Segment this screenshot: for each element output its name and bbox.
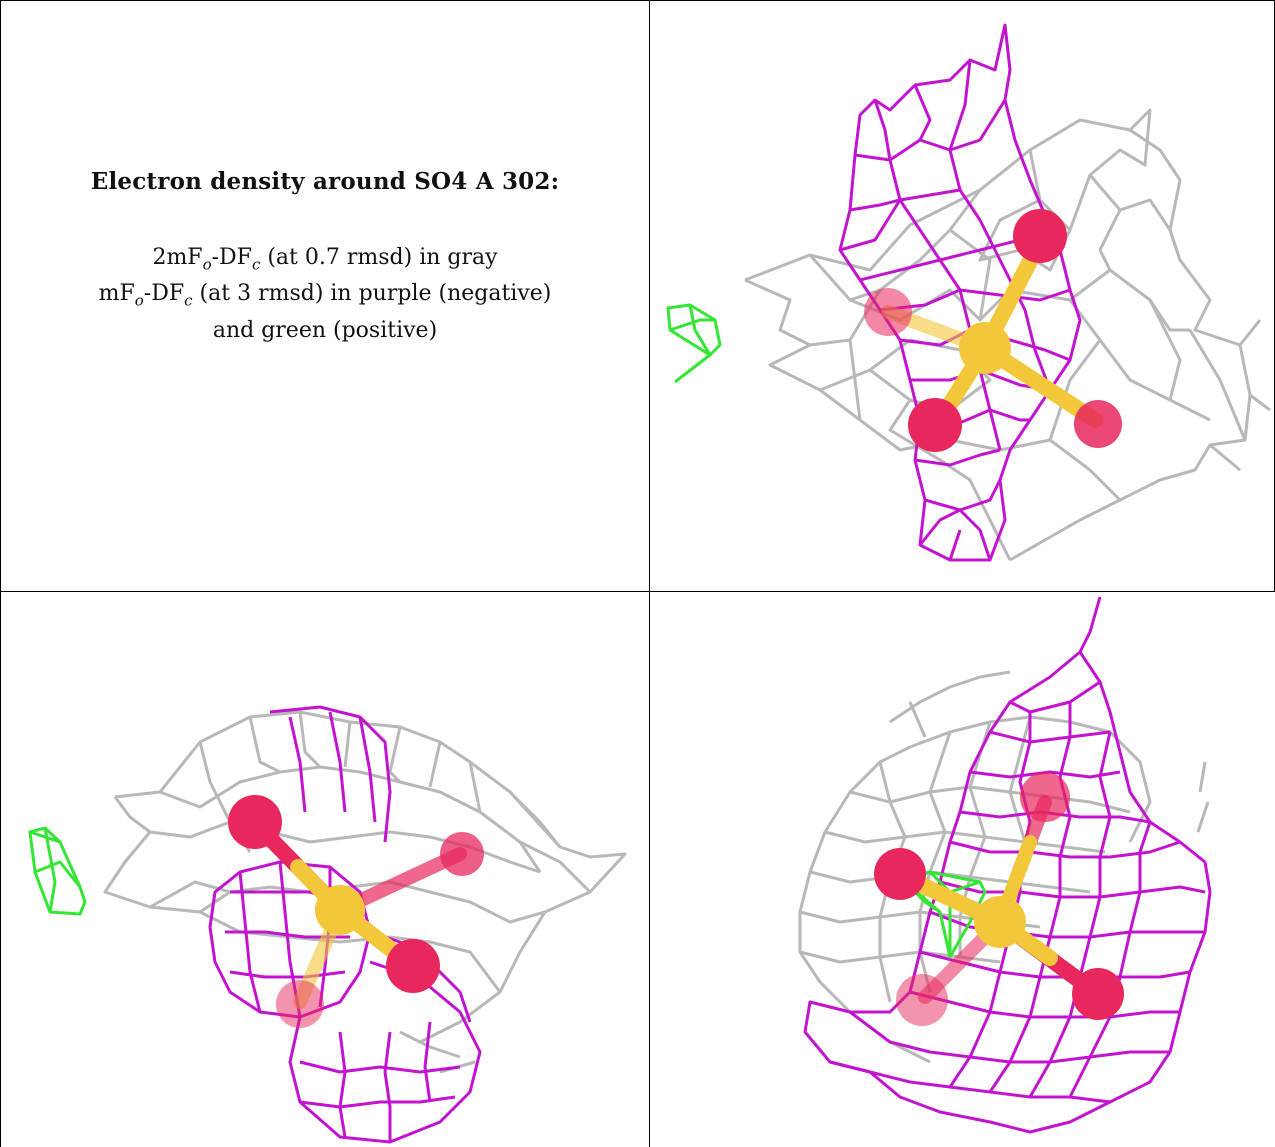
divider-horizontal bbox=[0, 591, 1275, 592]
oxygen-atom bbox=[1020, 772, 1070, 822]
divider-vertical bbox=[649, 0, 650, 1147]
caption-title: Electron density around SO4 A 302: bbox=[90, 168, 560, 195]
sulfate-molecule bbox=[228, 795, 484, 1028]
sulfate-molecule bbox=[864, 209, 1122, 452]
oxygen-atom bbox=[864, 288, 912, 336]
caption: Electron density around SO4 A 302: 2mFo-… bbox=[0, 0, 650, 592]
green-mesh bbox=[666, 303, 722, 384]
sulfate-molecule bbox=[874, 772, 1124, 1026]
oxygen-atom bbox=[276, 980, 324, 1028]
gray-mesh bbox=[798, 670, 1210, 1064]
oxygen-atom bbox=[896, 974, 948, 1026]
sulfur-atom bbox=[959, 322, 1011, 374]
density-view-1 bbox=[650, 0, 1275, 592]
density-view-3 bbox=[650, 592, 1275, 1147]
oxygen-atom bbox=[908, 398, 962, 452]
oxygen-atom bbox=[1013, 209, 1067, 263]
sulfur-atom bbox=[315, 885, 365, 935]
oxygen-atom bbox=[1074, 400, 1122, 448]
density-view-2 bbox=[0, 592, 650, 1147]
legend-line-mfo-dfc: mFo-DFc (at 3 rmsd) in purple (negative) bbox=[98, 281, 552, 310]
oxygen-atom bbox=[440, 832, 484, 876]
oxygen-atom bbox=[228, 795, 282, 849]
sulfur-atom bbox=[974, 896, 1026, 948]
caption-legend: 2mFo-DFc (at 0.7 rmsd) in gray mFo-DFc (… bbox=[99, 243, 552, 346]
density-view-3-canvas bbox=[798, 596, 1212, 1134]
legend-line-positive: and green (positive) bbox=[212, 317, 438, 343]
legend-line-2mfo-dfc: 2mFo-DFc (at 0.7 rmsd) in gray bbox=[152, 245, 498, 274]
density-view-2-canvas bbox=[28, 705, 627, 1144]
oxygen-atom bbox=[1072, 968, 1124, 1020]
purple-mesh bbox=[803, 596, 1212, 1134]
green-mesh bbox=[28, 826, 87, 916]
caption-cell: Electron density around SO4 A 302: 2mFo-… bbox=[0, 0, 650, 592]
border-top bbox=[0, 0, 1275, 1]
border-left bbox=[0, 0, 1, 1147]
oxygen-atom bbox=[386, 939, 440, 993]
density-view-1-canvas bbox=[666, 23, 1271, 562]
oxygen-atom bbox=[874, 848, 926, 900]
